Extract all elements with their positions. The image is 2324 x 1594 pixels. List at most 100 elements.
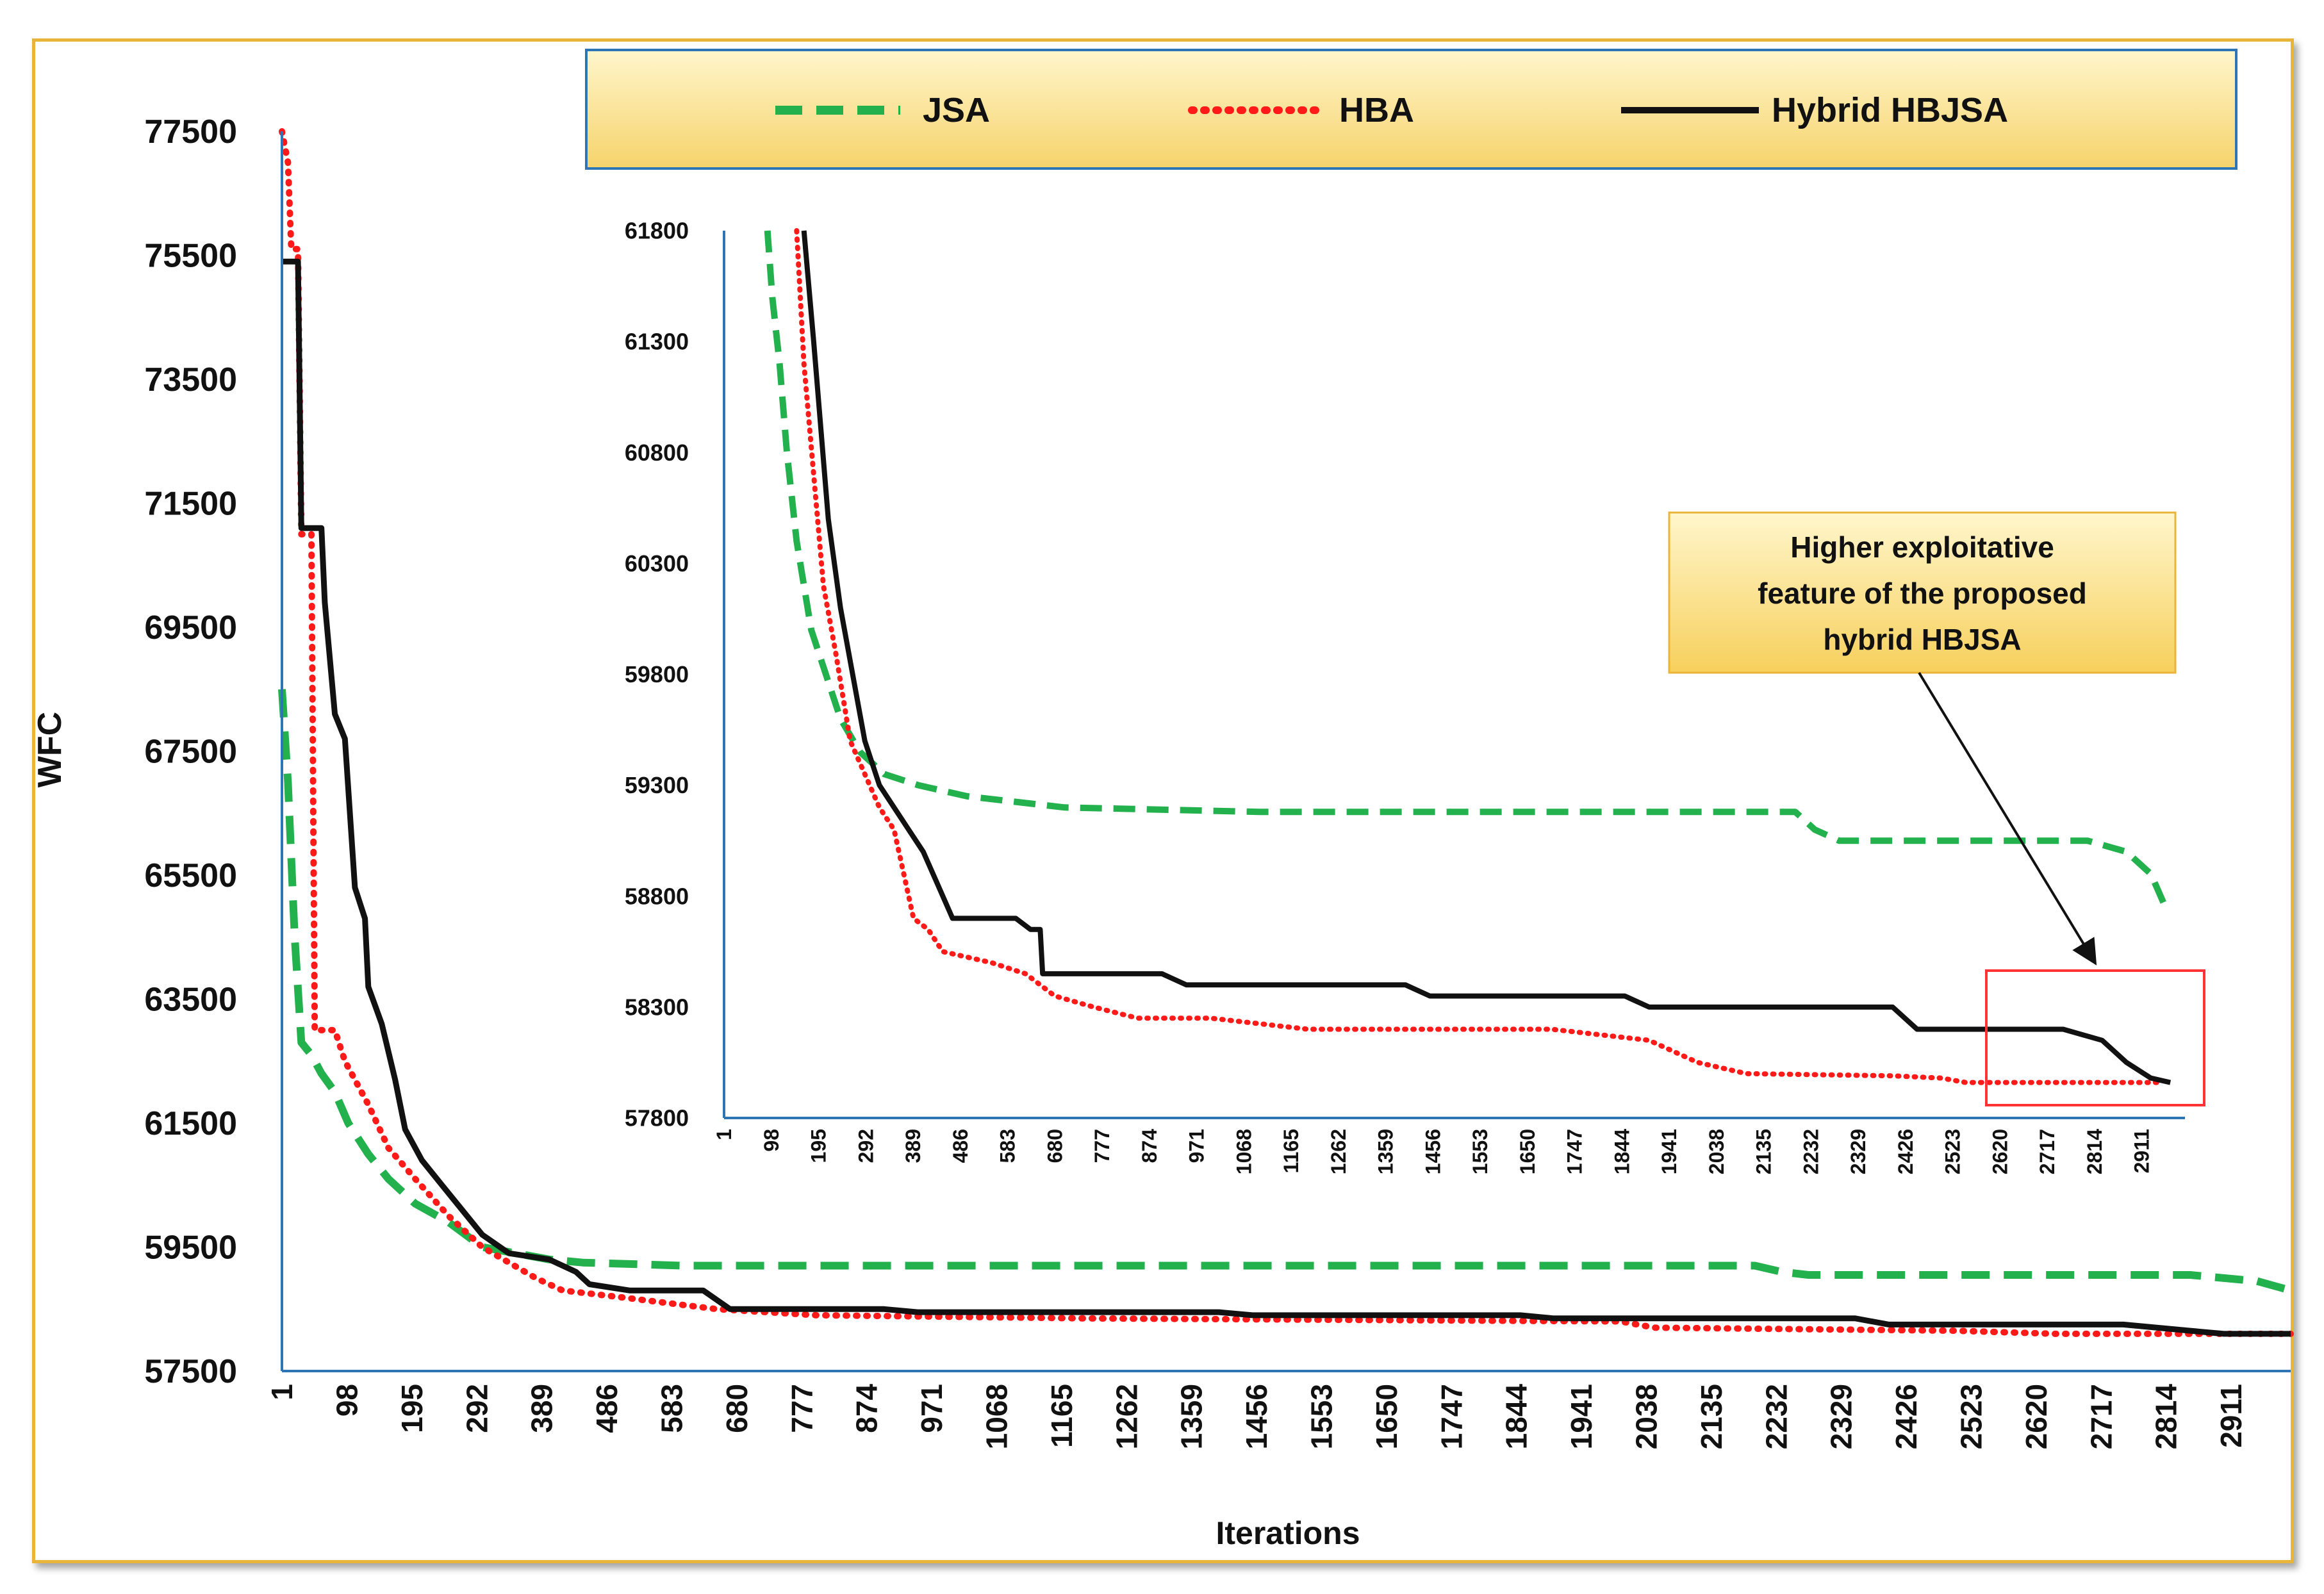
inset-x-tick-label: 1941 (1658, 1129, 1681, 1174)
inset-y-tick-labels: 61800 61300 60800 60300 59800 59300 58800 58300… (625, 218, 689, 1131)
main-x-tick-label: 2911 (2214, 1384, 2248, 1448)
inset-x-tick-label: 98 (760, 1129, 783, 1152)
inset-y-tick-label: 61800 (625, 218, 689, 244)
main-y-tick-label: 59500 (144, 1229, 237, 1267)
inset-x-tick-label: 2620 (1988, 1129, 2011, 1174)
inset-series-group (764, 228, 2172, 1085)
main-x-tick-label: 1165 (1045, 1384, 1078, 1448)
inset-x-tick-label: 777 (1091, 1129, 1114, 1163)
main-y-tick-label: 63500 (144, 982, 237, 1019)
main-y-tick-label: 65500 (144, 857, 237, 894)
main-chart: 77500 75500 73500 71500 69500 67500 65500 63500… (31, 113, 2294, 1551)
main-y-tick-label: 73500 (144, 361, 237, 398)
inset-x-tick-label: 1359 (1374, 1129, 1397, 1174)
main-x-tick-label: 1844 (1500, 1384, 1533, 1450)
main-x-tick-labels: 1 98 195 292 389 486 583 680 777 874 971 1068 1165 12… (265, 1384, 2248, 1450)
inset-x-tick-label: 1844 (1610, 1129, 1633, 1174)
main-x-tick-label: 292 (460, 1384, 493, 1433)
inset-y-tick-label: 60300 (625, 550, 689, 577)
y-axis-title: WFC (31, 712, 69, 787)
highlight-box (1985, 969, 2205, 1106)
annotation-arrow (1918, 671, 2097, 965)
inset-y-tick-label: 58300 (625, 994, 689, 1020)
inset-y-tick-label: 60800 (625, 440, 689, 466)
figure-frame (32, 38, 2294, 1563)
inset-y-tick-label: 59800 (625, 661, 689, 687)
inset-x-tick-label: 1165 (1280, 1129, 1303, 1173)
main-y-tick-label: 61500 (144, 1105, 237, 1142)
inset-x-tick-label: 680 (1043, 1129, 1066, 1163)
main-x-tick-label: 389 (525, 1384, 559, 1433)
main-x-tick-label: 2135 (1695, 1384, 1728, 1449)
main-x-tick-label: 1747 (1435, 1384, 1468, 1449)
inset-series-hba (794, 228, 2163, 1085)
legend-label-hybrid: Hybrid HBJSA (1772, 91, 2008, 129)
main-y-tick-label: 67500 (144, 734, 237, 771)
inset-x-tick-label: 1068 (1232, 1129, 1255, 1174)
inset-y-tick-label: 58800 (625, 883, 689, 909)
inset-x-tick-labels: 1 98 195 292 389 486 583 680 777 874 971 1068 1165 12… (713, 1129, 2153, 1174)
legend: JSA HBA Hybrid HBJSA (585, 49, 2237, 170)
inset-x-tick-label: 2135 (1752, 1129, 1776, 1174)
main-x-tick-label: 1262 (1110, 1384, 1143, 1449)
main-x-tick-label: 2426 (1890, 1384, 1923, 1449)
main-x-tick-label: 2814 (2150, 1384, 2183, 1450)
main-y-tick-label: 69500 (144, 609, 237, 646)
main-x-tick-label: 2523 (1954, 1384, 1988, 1449)
inset-x-tick-label: 195 (807, 1129, 830, 1163)
inset-x-tick-label: 1553 (1469, 1129, 1492, 1174)
main-x-tick-label: 1650 (1370, 1384, 1403, 1449)
inset-x-tick-label: 486 (949, 1129, 972, 1163)
main-x-tick-label: 971 (915, 1384, 948, 1433)
main-x-tick-label: 1941 (1565, 1384, 1598, 1449)
inset-x-tick-label: 389 (902, 1129, 925, 1163)
main-x-tick-label: 583 (655, 1384, 688, 1433)
inset-x-tick-label: 2717 (2036, 1129, 2059, 1174)
main-axes (281, 131, 2291, 1372)
inset-series-jsa (764, 230, 2169, 909)
inset-x-tick-label: 2329 (1847, 1129, 1870, 1174)
main-x-tick-label: 2329 (1825, 1384, 1858, 1449)
annotation-line-3: hybrid HBJSA (1823, 623, 2021, 656)
main-x-tick-label: 98 (330, 1384, 363, 1417)
inset-x-tick-label: 1747 (1563, 1129, 1586, 1174)
main-x-tick-label: 195 (395, 1384, 429, 1433)
annotation-callout: Higher exploitative feature of the propo… (1668, 511, 2177, 965)
inset-x-tick-label: 1456 (1421, 1129, 1444, 1174)
legend-label-jsa: JSA (923, 91, 990, 129)
main-x-tick-label: 680 (720, 1384, 754, 1433)
inset-x-tick-label: 583 (996, 1129, 1019, 1163)
main-x-tick-label: 486 (590, 1384, 623, 1433)
main-x-tick-label: 777 (785, 1384, 818, 1433)
main-x-tick-label: 2038 (1629, 1384, 1663, 1449)
inset-y-tick-label: 61300 (625, 329, 689, 355)
main-series-hybrid-hbjsa (282, 258, 2291, 1337)
inset-x-tick-label: 971 (1185, 1129, 1208, 1163)
inset-x-tick-label: 2038 (1705, 1129, 1728, 1174)
inset-x-tick-label: 1650 (1516, 1129, 1539, 1174)
main-series-hba (279, 128, 2294, 1337)
main-x-tick-label: 874 (850, 1384, 884, 1433)
inset-x-tick-label: 874 (1138, 1129, 1161, 1163)
main-x-tick-label: 1 (265, 1384, 299, 1401)
inset-axes (723, 231, 2185, 1119)
main-x-tick-label: 1456 (1240, 1384, 1273, 1449)
main-y-tick-label: 77500 (144, 113, 237, 151)
main-series-group (278, 128, 2294, 1337)
inset-y-tick-label: 57800 (625, 1105, 689, 1131)
legend-label-hba: HBA (1339, 91, 1414, 129)
inset-x-tick-label: 2523 (1941, 1129, 1965, 1174)
annotation-line-1: Higher exploitative (1790, 530, 2054, 564)
inset-x-tick-label: 1262 (1327, 1129, 1350, 1174)
x-axis-title: Iterations (1216, 1515, 1360, 1551)
main-x-tick-label: 2620 (2020, 1384, 2053, 1449)
main-y-tick-label: 57500 (144, 1353, 237, 1390)
annotation-line-2: feature of the proposed (1758, 577, 2087, 610)
inset-x-tick-label: 2232 (1799, 1129, 1822, 1174)
inset-y-tick-label: 59300 (625, 772, 689, 798)
main-y-tick-labels: 77500 75500 73500 71500 69500 67500 65500 63500… (144, 113, 237, 1390)
main-x-tick-label: 1359 (1175, 1384, 1208, 1449)
annotation-box (1668, 511, 2177, 674)
main-x-tick-label: 1068 (980, 1384, 1013, 1449)
